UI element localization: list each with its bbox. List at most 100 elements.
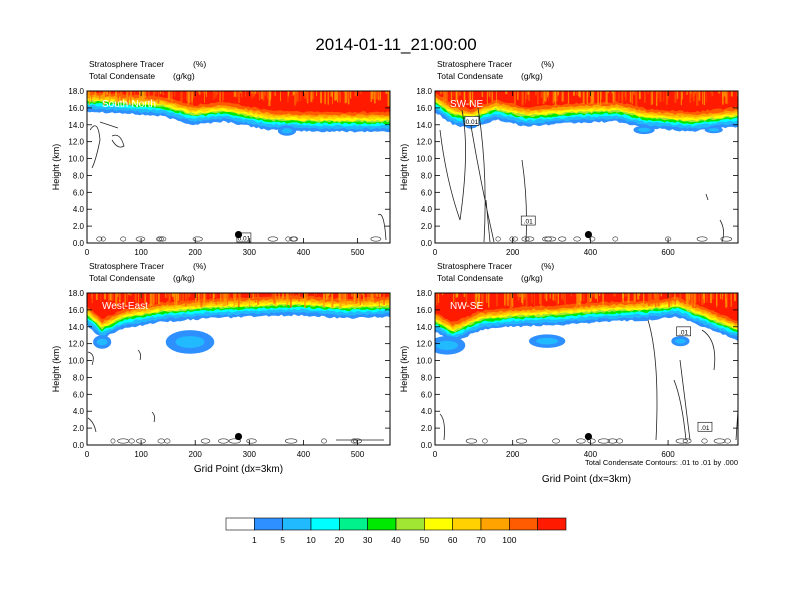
x-tick-label: 0 (85, 450, 90, 459)
colorbar-swatch (395, 517, 425, 531)
colorbar-swatch (367, 517, 397, 531)
y-tick-label: 14.0 (68, 121, 84, 130)
y-tick-label: 8.0 (421, 373, 433, 382)
x-tick-label: 100 (134, 450, 148, 459)
colorbar-swatch (537, 517, 567, 531)
contour-footnote: Total Condensate Contours: .01 to .01 by… (585, 458, 738, 467)
y-tick-label: 14.0 (416, 121, 432, 130)
y-axis-label: Height (km) (399, 144, 409, 191)
panel-subtitle: Stratosphere Tracer (89, 59, 164, 69)
y-tick-label: 6.0 (421, 390, 433, 399)
colorbar-label: 20 (335, 535, 345, 545)
colorbar-swatch (225, 517, 255, 531)
colorbar-label: 100 (502, 535, 516, 545)
y-tick-label: 16.0 (416, 306, 432, 315)
contour-label: .01 (524, 219, 533, 226)
y-tick-label: 8.0 (73, 373, 85, 382)
y-tick-label: 12.0 (68, 138, 84, 147)
y-tick-label: 4.0 (421, 205, 433, 214)
colorbar-label: 60 (448, 535, 458, 545)
panel-subtitle: (g/kg) (173, 71, 195, 81)
y-tick-label: 2.0 (421, 222, 433, 231)
y-tick-label: 12.0 (68, 340, 84, 349)
y-tick-label: 18.0 (416, 289, 432, 298)
y-tick-label: 0.0 (73, 441, 85, 450)
cross-section-label: South-North (102, 99, 156, 110)
colorbar-swatch (452, 517, 482, 531)
y-tick-label: 6.0 (73, 390, 85, 399)
colorbar-swatch (424, 517, 453, 531)
x-tick-label: 300 (243, 450, 257, 459)
colorbar-label: 1 (252, 535, 257, 545)
y-tick-label: 8.0 (421, 171, 433, 180)
cross-section-label: West-East (102, 301, 148, 312)
y-tick-label: 8.0 (73, 171, 85, 180)
x-axis-label: Grid Point (dx=3km) (194, 464, 283, 475)
colorbar-label: 30 (363, 535, 373, 545)
panel-subtitle: (%) (541, 261, 554, 271)
y-tick-label: 10.0 (68, 357, 84, 366)
y-tick-label: 10.0 (416, 357, 432, 366)
y-tick-label: 12.0 (416, 340, 432, 349)
x-tick-label: 400 (297, 450, 311, 459)
y-tick-label: 18.0 (68, 87, 84, 96)
panel-sw-ne: Stratosphere Tracer (%) Total Condensate (g… (399, 59, 739, 257)
location-marker (584, 230, 593, 239)
figure-title: 2014-01-11_21:00:00 (315, 35, 476, 54)
contour-label-box (676, 326, 691, 337)
y-tick-label: 2.0 (421, 424, 433, 433)
x-tick-label: 200 (189, 248, 203, 257)
y-tick-label: 4.0 (73, 205, 85, 214)
y-tick-label: 10.0 (68, 155, 84, 164)
panel-subtitle: (g/kg) (173, 273, 195, 283)
x-tick-label: 0 (433, 450, 438, 459)
x-tick-label: 400 (584, 450, 598, 459)
x-axis-label: Grid Point (dx=3km) (542, 474, 631, 485)
contour-label-box (520, 215, 536, 226)
y-tick-label: 0.0 (421, 441, 433, 450)
plot-frame (434, 292, 739, 446)
y-axis-label: Height (km) (51, 346, 61, 393)
panel-subtitle: Total Condensate (437, 273, 503, 283)
panel-subtitle: (g/kg) (521, 273, 543, 283)
colorbar-swatch (339, 517, 368, 531)
colorbar-swatch (282, 517, 312, 531)
contour-label: 0.01 (466, 119, 479, 126)
location-marker (584, 432, 593, 441)
location-marker (234, 432, 243, 441)
x-tick-label: 600 (661, 450, 675, 459)
x-tick-label: 0 (433, 248, 438, 257)
y-tick-label: 18.0 (416, 87, 432, 96)
heatmap-field (87, 293, 390, 444)
panel-south-north: Stratosphere Tracer (%) Total Condensate (g… (51, 59, 391, 257)
y-tick-label: 0.0 (421, 239, 433, 248)
panel-subtitle: (g/kg) (521, 71, 543, 81)
plot-frame (434, 90, 739, 244)
x-tick-label: 0 (85, 248, 90, 257)
x-tick-label: 600 (661, 248, 675, 257)
y-tick-label: 6.0 (421, 188, 433, 197)
x-tick-label: 200 (506, 450, 520, 459)
plot-frame (86, 90, 391, 244)
panel-west-east: Stratosphere Tracer (%) Total Condensate (g… (51, 261, 391, 475)
y-axis-label: Height (km) (51, 144, 61, 191)
x-tick-label: 400 (297, 248, 311, 257)
x-tick-label: 200 (189, 450, 203, 459)
colorbar-label: 50 (420, 535, 430, 545)
colorbar-label: 5 (280, 535, 285, 545)
contour-label: .01 (679, 329, 688, 336)
panel-subtitle: Stratosphere Tracer (437, 59, 512, 69)
panel-subtitle: (%) (193, 261, 206, 271)
contour-label-box (464, 116, 480, 126)
x-tick-label: 400 (584, 248, 598, 257)
panel-subtitle: (%) (193, 59, 206, 69)
colorbar-label: 40 (391, 535, 401, 545)
panel-subtitle: Stratosphere Tracer (89, 261, 164, 271)
colorbar-swatch (310, 517, 340, 531)
panel-subtitle: Stratosphere Tracer (437, 261, 512, 271)
y-tick-label: 14.0 (416, 323, 432, 332)
x-tick-label: 200 (506, 248, 520, 257)
y-tick-label: 14.0 (68, 323, 84, 332)
y-tick-label: 4.0 (421, 407, 433, 416)
x-tick-label: 500 (351, 248, 365, 257)
